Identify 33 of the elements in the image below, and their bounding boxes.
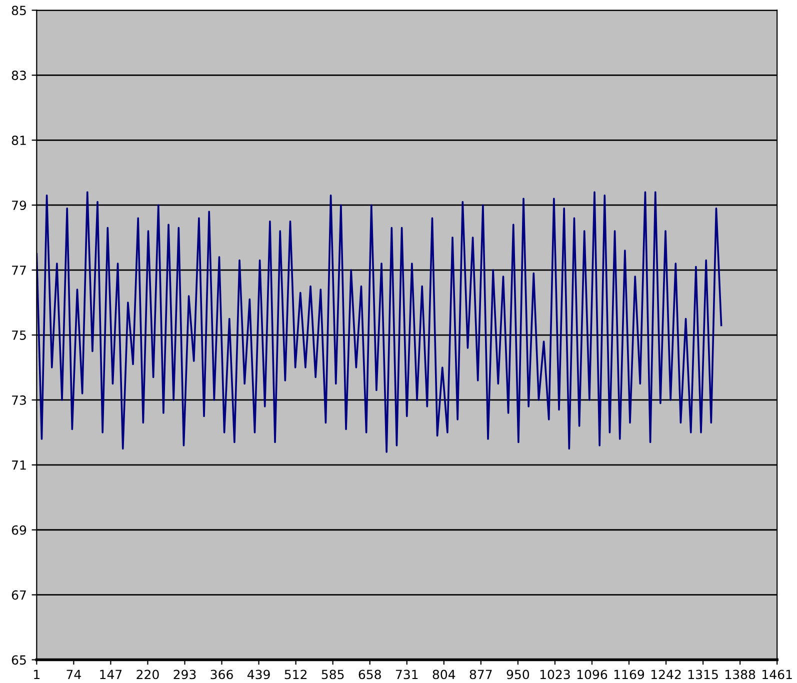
x-tick-label: 950 xyxy=(506,670,530,680)
y-tick-label: 71 xyxy=(12,460,26,470)
x-tick-label: 1388 xyxy=(726,670,756,680)
x-tick-label: 1242 xyxy=(651,670,681,679)
x-tick-label: 366 xyxy=(210,670,233,680)
y-tick-label: 81 xyxy=(12,136,26,146)
x-tick-label: 804 xyxy=(432,670,456,680)
line-series xyxy=(36,191,722,453)
y-tick-label: 79 xyxy=(12,200,26,210)
y-tick-label: 83 xyxy=(12,70,26,80)
y-tick-label: 77 xyxy=(12,266,26,275)
y-tick-label: 75 xyxy=(12,330,26,340)
y-tick-label: 85 xyxy=(12,6,26,16)
y-tick-label: 65 xyxy=(12,655,26,665)
x-tick-label: 1 xyxy=(34,670,40,679)
x-tick-label: 1169 xyxy=(614,670,644,680)
x-tick-label: 147 xyxy=(100,670,122,679)
x-tick-label: 293 xyxy=(174,670,196,680)
x-tick-label: 439 xyxy=(247,670,270,680)
x-tick-label: 1023 xyxy=(540,670,570,680)
x-tick-label: 220 xyxy=(136,670,159,680)
x-tick-label: 512 xyxy=(284,670,306,680)
x-tick-label: 877 xyxy=(470,670,492,680)
x-tick-label: 1096 xyxy=(577,670,608,680)
x-tick-label: 1461 xyxy=(762,670,792,680)
x-tick-label: 585 xyxy=(322,670,344,680)
x-tick-label: 1315 xyxy=(688,670,718,680)
x-tick-label: 74 xyxy=(66,670,81,679)
x-tick-label: 731 xyxy=(396,670,418,680)
x-tick-label: 658 xyxy=(358,670,381,680)
y-tick-label: 67 xyxy=(12,590,26,600)
y-tick-label: 69 xyxy=(12,525,26,535)
y-tick-label: 73 xyxy=(12,395,26,405)
